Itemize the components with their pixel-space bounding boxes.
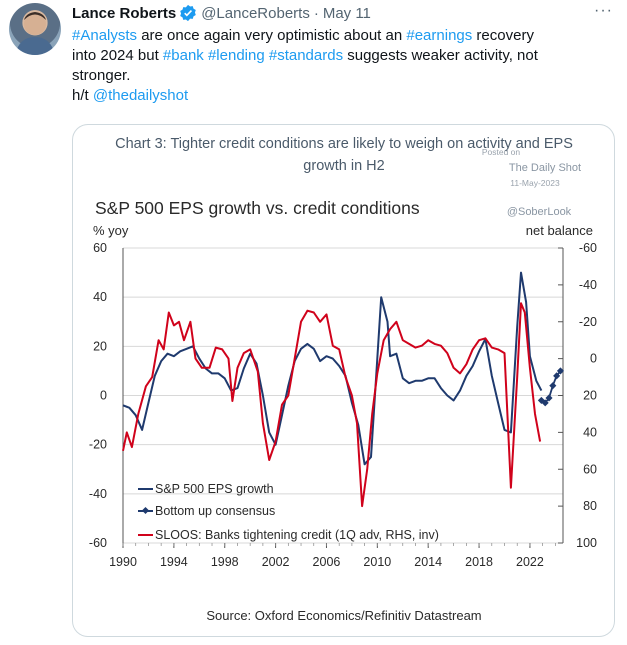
y-ticks-right: -60 -40 -20 0 20 40 60 80 100 xyxy=(558,241,597,550)
watermark-handle: @SoberLook xyxy=(507,206,572,218)
chart-legend: S&P 500 EPS growth Bottom up consensus S… xyxy=(138,482,439,542)
consensus-marker xyxy=(541,399,549,407)
ylabel-right: net balance xyxy=(526,223,593,238)
tweet-line-4: h/t @thedailyshot xyxy=(72,86,617,106)
hashtag-earnings[interactable]: #earnings xyxy=(406,27,473,44)
hashtag-standards[interactable]: #standards xyxy=(268,47,344,64)
series-eps-line xyxy=(122,271,543,466)
avatar[interactable] xyxy=(9,3,61,55)
x-tick-label: 1990 xyxy=(109,555,137,569)
gridlines xyxy=(122,247,564,544)
tweet-date[interactable]: May 11 xyxy=(322,4,371,22)
author-name[interactable]: Lance Roberts xyxy=(72,4,177,22)
mention-thedailyshot[interactable]: @thedailyshot xyxy=(92,87,189,104)
chart-svg: Chart 3: Tighter credit conditions are l… xyxy=(89,136,597,623)
y-tick-left: -20 xyxy=(89,438,107,452)
chart-title: Chart 3: Tighter credit conditions are l… xyxy=(115,136,573,152)
tweet-text-segment: recovery xyxy=(472,27,534,44)
tweet-line-2: into 2024 but #bank #lending #standards … xyxy=(72,46,617,66)
verified-badge-icon xyxy=(179,4,197,22)
x-tick-label: 1998 xyxy=(211,555,239,569)
y-tick-left: 60 xyxy=(93,241,107,255)
tweet-text-segment: suggests weaker activity, not xyxy=(343,47,538,64)
x-tick-label: 2010 xyxy=(363,555,391,569)
tweet-line-1: #Analysts are once again very optimistic… xyxy=(72,26,617,46)
series-lines xyxy=(122,271,564,508)
chart-title-line2: growth in H2 xyxy=(303,158,384,174)
consensus-marker xyxy=(545,394,553,402)
y-tick-left: -60 xyxy=(89,536,107,550)
tweet-text: #Analysts are once again very optimistic… xyxy=(72,26,617,106)
tweet-media-chart[interactable]: Chart 3: Tighter credit conditions are l… xyxy=(72,124,615,637)
legend-label-eps: S&P 500 EPS growth xyxy=(155,482,274,496)
chart-source: Source: Oxford Economics/Refinitiv Datas… xyxy=(206,608,481,623)
tweet-text-segment: h/t xyxy=(72,87,93,104)
y-tick-right: -40 xyxy=(579,278,597,292)
y-ticks-left: 60 40 20 0 -20 -40 -60 xyxy=(89,241,107,550)
hashtag-bank[interactable]: #bank xyxy=(162,47,204,64)
y-tick-left: 0 xyxy=(100,389,107,403)
legend-label-consensus: Bottom up consensus xyxy=(155,504,275,518)
hashtag-analysts[interactable]: #Analysts xyxy=(72,27,138,44)
hashtag-lending[interactable]: #lending xyxy=(207,47,265,64)
tweet-text-segment: are once again very optimistic about an xyxy=(137,27,407,44)
x-tick-label: 2006 xyxy=(313,555,341,569)
x-tick-label: 2002 xyxy=(262,555,290,569)
separator-dot: · xyxy=(313,4,319,22)
y-tick-right: 80 xyxy=(583,499,597,513)
watermark-posted: Posted on xyxy=(482,147,521,157)
more-options-icon[interactable]: ··· xyxy=(594,2,613,19)
y-tick-right: 60 xyxy=(583,462,597,476)
watermark-dailyshot: The Daily Shot xyxy=(509,162,581,174)
watermark-date: 11-May-2023 xyxy=(510,178,560,188)
chart-subtitle: S&P 500 EPS growth vs. credit conditions xyxy=(95,198,420,218)
tweet-text-segment: into 2024 but xyxy=(72,47,163,64)
y-tick-right: -60 xyxy=(579,241,597,255)
y-tick-right: -20 xyxy=(579,315,597,329)
x-tick-label: 2014 xyxy=(414,555,442,569)
author-handle[interactable]: @LanceRoberts xyxy=(201,4,310,22)
legend-marker-consensus xyxy=(141,506,150,515)
ylabel-left: % yoy xyxy=(93,223,129,238)
y-tick-right: 40 xyxy=(583,425,597,439)
x-tick-label: 2022 xyxy=(516,555,544,569)
x-tick-label: 2018 xyxy=(465,555,493,569)
tweet-line-3: stronger. xyxy=(72,67,131,84)
y-tick-left: -40 xyxy=(89,487,107,501)
series-sloos-line xyxy=(122,302,542,508)
y-tick-right: 100 xyxy=(576,536,597,550)
y-tick-left: 20 xyxy=(93,339,107,353)
consensus-marker xyxy=(549,382,557,390)
y-tick-left: 40 xyxy=(93,290,107,304)
x-tick-label: 1994 xyxy=(160,555,188,569)
y-tick-right: 0 xyxy=(590,352,597,366)
tweet-header: Lance Roberts @LanceRoberts · May 11 xyxy=(72,4,371,22)
legend-label-sloos: SLOOS: Banks tightening credit (1Q adv, … xyxy=(155,528,439,542)
y-tick-right: 20 xyxy=(583,389,597,403)
x-ticks: 1990 1994 1998 2002 2006 2010 2014 2018 2022 xyxy=(109,543,556,569)
